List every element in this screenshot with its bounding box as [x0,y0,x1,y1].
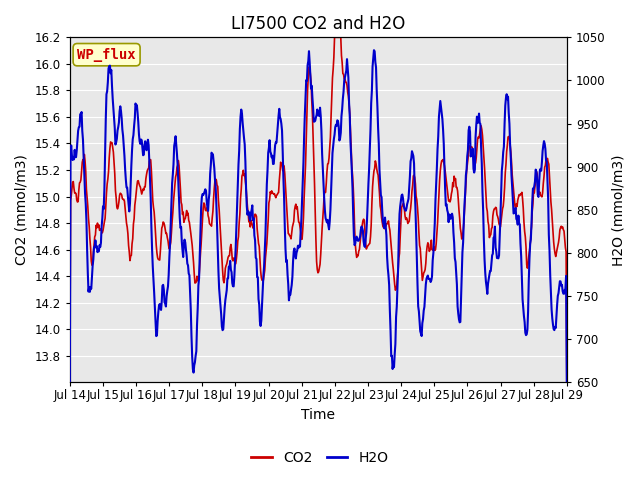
Legend: CO2, H2O: CO2, H2O [246,445,394,471]
Title: LI7500 CO2 and H2O: LI7500 CO2 and H2O [231,15,405,33]
Y-axis label: H2O (mmol/m3): H2O (mmol/m3) [611,154,625,265]
Text: WP_flux: WP_flux [77,48,136,62]
Y-axis label: CO2 (mmol/m3): CO2 (mmol/m3) [15,155,29,265]
X-axis label: Time: Time [301,408,335,422]
